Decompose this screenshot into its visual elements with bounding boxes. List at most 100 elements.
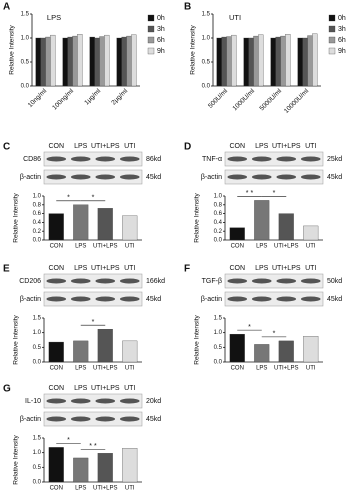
panel-letter: C	[3, 142, 10, 153]
blot-band	[276, 278, 297, 284]
bar	[303, 336, 319, 363]
y-axis-label: Relative Intensity	[9, 25, 16, 75]
legend-label: 6h	[338, 37, 346, 44]
legend-swatch	[328, 14, 336, 22]
lane-label: UTI	[124, 265, 135, 272]
bar	[278, 213, 294, 241]
x-tick-label: 1000U/ml	[232, 87, 257, 112]
blot-band	[251, 296, 272, 302]
lane-label: UTI+LPS	[91, 143, 120, 150]
x-tick-label: UTI+LPS	[274, 244, 299, 250]
legend-label: 3h	[338, 26, 346, 33]
bar	[231, 34, 237, 87]
blot-band	[46, 278, 67, 284]
blot-band	[251, 156, 272, 162]
x-tick-label: 100ng/ml	[51, 87, 75, 111]
blot-band	[227, 278, 248, 284]
blot-size: 45kd	[146, 174, 161, 181]
blot-strip	[224, 273, 324, 289]
bar	[40, 37, 46, 87]
bar	[89, 36, 95, 87]
y-tick-label: 1.0	[214, 194, 223, 200]
x-tick-label: CON	[50, 244, 63, 250]
bar	[50, 34, 56, 87]
y-axis-label: Relative Intensity	[194, 315, 201, 365]
blot-band	[70, 156, 91, 162]
blot-band	[119, 174, 140, 180]
bar	[258, 34, 264, 87]
y-tick-label: 0.0	[33, 360, 42, 366]
bar	[73, 457, 89, 483]
legend-label: 0h	[338, 15, 346, 22]
y-tick-label: 0.2	[214, 229, 223, 235]
bar	[297, 37, 303, 87]
lane-label: UTI+LPS	[272, 143, 301, 150]
y-tick-label: 0.5	[33, 345, 42, 351]
bar	[122, 340, 138, 363]
blot-band	[46, 156, 67, 162]
bar	[248, 37, 254, 87]
lane-label: UTI+LPS	[91, 385, 120, 392]
blot-band	[70, 278, 91, 284]
x-tick-label: 10000U/ml	[283, 87, 311, 115]
legend-label: 9h	[157, 48, 165, 55]
y-tick-label: 0.5	[21, 60, 30, 66]
blot-label: IL-10	[25, 398, 41, 405]
panel-letter: G	[3, 384, 11, 395]
panel-letter: F	[184, 264, 190, 275]
bar	[48, 341, 64, 363]
bar	[254, 200, 270, 241]
bar	[73, 204, 89, 241]
blot-band	[119, 156, 140, 162]
legend-label: 0h	[157, 15, 165, 22]
bar	[270, 37, 276, 87]
bar	[94, 37, 100, 87]
y-tick-label: 0.0	[214, 360, 223, 366]
blot-label: β-actin	[201, 296, 222, 303]
bar	[77, 34, 83, 87]
legend-label: 9h	[338, 48, 346, 55]
blot-band	[119, 296, 140, 302]
blot-label: TNF-α	[202, 156, 222, 163]
legend-swatch	[147, 36, 155, 44]
bar	[104, 34, 110, 87]
y-tick-label: 0.8	[33, 202, 42, 208]
y-tick-label: 1.0	[33, 450, 42, 456]
x-tick-label: 2μg/ml	[110, 87, 129, 106]
blot-label: β-actin	[20, 174, 41, 181]
significance-mark: *	[92, 319, 95, 326]
lane-label: CON	[229, 265, 245, 272]
bar	[45, 36, 51, 87]
y-tick-label: 1.5	[202, 12, 211, 18]
blot-band	[227, 174, 248, 180]
blot-size: 166kd	[146, 278, 165, 285]
y-tick-label: 1.5	[21, 12, 30, 18]
panel-letter: D	[184, 142, 191, 153]
blot-band	[251, 278, 272, 284]
lane-label: LPS	[74, 265, 88, 272]
blot-label: β-actin	[20, 296, 41, 303]
x-tick-label: 5000U/ml	[259, 87, 284, 112]
bar	[253, 35, 259, 87]
bar	[226, 36, 232, 87]
y-tick-label: 0.0	[33, 238, 42, 244]
blot-band	[95, 398, 116, 404]
x-tick-label: 10ng/ml	[27, 87, 49, 109]
x-tick-label: UTI+LPS	[93, 244, 118, 250]
x-tick-label: 500U/ml	[207, 87, 229, 109]
chart-title: UTI	[229, 13, 241, 22]
bar	[229, 227, 245, 241]
panel-letter: A	[3, 2, 10, 13]
x-tick-label: CON	[50, 366, 63, 372]
blot-band	[70, 398, 91, 404]
bar	[97, 328, 113, 363]
panel-letter: B	[184, 2, 191, 13]
blot-band	[95, 278, 116, 284]
x-tick-label: UTI+LPS	[274, 366, 299, 372]
blot-band	[46, 416, 67, 422]
blot-band	[46, 174, 67, 180]
y-tick-label: 0.6	[214, 211, 223, 217]
y-tick-label: 0.0	[214, 238, 223, 244]
blot-label: CD206	[19, 278, 41, 285]
